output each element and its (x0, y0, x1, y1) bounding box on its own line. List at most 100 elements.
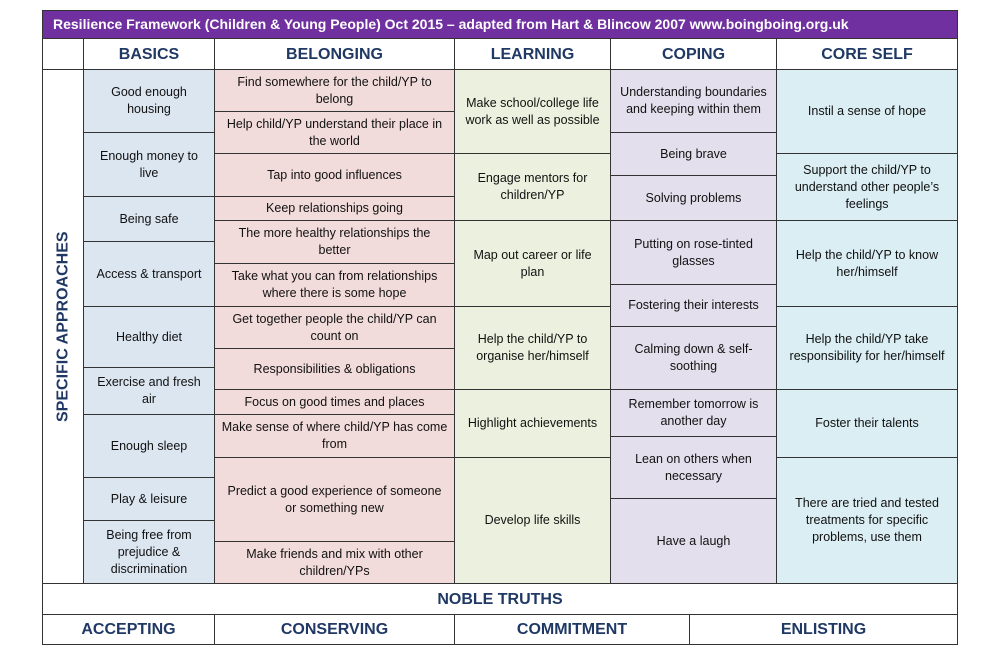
approach-cell: Help child/YP understand their place in … (214, 111, 455, 154)
approach-cell: Understanding boundaries and keeping wit… (610, 69, 777, 133)
cell-text: Help child/YP understand their place in … (226, 116, 443, 148)
approach-cell: Help the child/YP to organise her/himsel… (454, 306, 611, 390)
cell-text: Engage mentors for children/YP (477, 171, 588, 202)
approach-cell: Make sense of where child/YP has come fr… (214, 414, 455, 458)
column-header: COPING (610, 38, 777, 70)
cell-text: Help the child/YP to organise her/himsel… (476, 332, 589, 363)
approach-cell: Have a laugh (610, 498, 777, 584)
approach-cell: Good enough housing (83, 69, 215, 133)
approach-cell: Fostering their interests (610, 284, 777, 327)
cell-text: Healthy diet (115, 329, 182, 344)
cell-text: Make friends and mix with other children… (246, 546, 423, 578)
cell-text: The more healthy relationships the bette… (238, 226, 431, 257)
cell-text: Highlight achievements (467, 416, 598, 430)
cell-text: There are tried and tested treatments fo… (795, 496, 939, 544)
approach-cell: Being free from prejudice & discriminati… (83, 520, 215, 584)
cell-text: Responsibilities & obligations (253, 361, 416, 376)
cell-text: ACCEPTING (81, 621, 176, 638)
approach-cell: Exercise and fresh air (83, 367, 215, 415)
column-header: BELONGING (214, 38, 455, 70)
cell-text: Solving problems (645, 190, 742, 205)
cell-text: Enough sleep (110, 438, 188, 453)
cell-text: Being brave (660, 146, 727, 161)
column-header: LEARNING (454, 38, 611, 70)
cell-text: Foster their talents (815, 416, 919, 430)
approach-cell: Responsibilities & obligations (214, 348, 455, 390)
cell-text: Develop life skills (484, 513, 581, 527)
approach-cell: Play & leisure (83, 477, 215, 521)
cell-text: Support the child/YP to understand other… (794, 162, 940, 211)
cell-text: Access & transport (96, 266, 202, 281)
approach-cell: Keep relationships going (214, 196, 455, 221)
cell-text: Tap into good influences (267, 167, 402, 182)
cell-text: Focus on good times and places (244, 394, 425, 409)
approach-cell: Map out career or life plan (454, 220, 611, 307)
cell-text: ENLISTING (780, 621, 867, 638)
cell-text: BASICS (118, 45, 180, 63)
cell-text: Resilience Framework (Children & Young P… (53, 16, 849, 32)
approach-cell: Lean on others when necessary (610, 436, 777, 499)
column-header: CORE SELF (776, 38, 958, 70)
approach-cell: Putting on rose-tinted glasses (610, 220, 777, 285)
approach-cell: Highlight achievements (454, 389, 611, 458)
cell-text: Make sense of where child/YP has come fr… (221, 420, 448, 451)
cell-text: CORE SELF (821, 45, 913, 63)
cell-text: Play & leisure (110, 491, 188, 506)
cell-text: Take what you can from relationships whe… (231, 269, 438, 300)
approach-cell: Focus on good times and places (214, 389, 455, 415)
approach-cell: Make friends and mix with other children… (214, 541, 455, 584)
cell-text: Good enough housing (111, 85, 187, 116)
cell-text: Help the child/YP to know her/himself (795, 247, 939, 279)
cell-text: Make school/college life work as well as… (465, 95, 600, 127)
cell-text: Remember tomorrow is another day (628, 397, 759, 428)
approach-cell: Enough sleep (83, 414, 215, 478)
cell-text: Predict a good experience of someone or … (227, 483, 442, 515)
cell-text: Find somewhere for the child/YP to belon… (237, 74, 432, 106)
approach-cell: Take what you can from relationships whe… (214, 263, 455, 307)
title-bar: Resilience Framework (Children & Young P… (42, 10, 958, 39)
approach-cell: Being safe (83, 196, 215, 242)
cell-text: Being safe (119, 211, 179, 226)
approach-cell: Remember tomorrow is another day (610, 389, 777, 437)
header-corner (42, 38, 84, 70)
cell-text: Get together people the child/YP can cou… (232, 311, 437, 343)
footer-item: ENLISTING (689, 614, 958, 645)
approach-cell: Help the child/YP to know her/himself (776, 220, 958, 307)
cell-text: Keep relationships going (266, 201, 403, 215)
cell-text: COPING (661, 45, 726, 63)
cell-text: SPECIFIC APPROACHES (54, 231, 72, 422)
cell-text: Fostering their interests (628, 298, 759, 312)
footer-title: NOBLE TRUTHS (42, 583, 958, 615)
footer-item: ACCEPTING (42, 614, 215, 645)
approach-cell: Calming down & self-soothing (610, 326, 777, 390)
cell-text: Understanding boundaries and keeping wit… (620, 85, 767, 116)
approach-cell: Foster their talents (776, 389, 958, 458)
approach-cell: Instil a sense of hope (776, 69, 958, 154)
footer-item: CONSERVING (214, 614, 455, 645)
cell-text: Lean on others when necessary (635, 451, 752, 483)
cell-text: COMMITMENT (516, 621, 628, 638)
approach-cell: Being brave (610, 132, 777, 176)
cell-text: CONSERVING (280, 621, 389, 638)
approach-cell: Tap into good influences (214, 153, 455, 197)
cell-text: Putting on rose-tinted glasses (634, 236, 753, 268)
approach-cell: Enough money to live (83, 132, 215, 197)
approach-cell: The more healthy relationships the bette… (214, 220, 455, 264)
cell-text: Calming down & self-soothing (634, 342, 753, 373)
column-header: BASICS (83, 38, 215, 70)
approach-cell: Solving problems (610, 175, 777, 221)
approach-cell: Help the child/YP take responsibility fo… (776, 306, 958, 390)
cell-text: LEARNING (490, 45, 575, 63)
approach-cell: There are tried and tested treatments fo… (776, 457, 958, 584)
cell-text: NOBLE TRUTHS (437, 590, 563, 608)
approach-cell: Find somewhere for the child/YP to belon… (214, 69, 455, 112)
approach-cell: Engage mentors for children/YP (454, 153, 611, 221)
cell-text: Help the child/YP take responsibility fo… (789, 332, 945, 363)
cell-text: Map out career or life plan (473, 247, 592, 279)
cell-text: Have a laugh (656, 533, 731, 548)
footer-item: COMMITMENT (454, 614, 690, 645)
cell-text: Instil a sense of hope (807, 104, 927, 118)
side-label: SPECIFIC APPROACHES (42, 69, 84, 584)
approach-cell: Support the child/YP to understand other… (776, 153, 958, 221)
